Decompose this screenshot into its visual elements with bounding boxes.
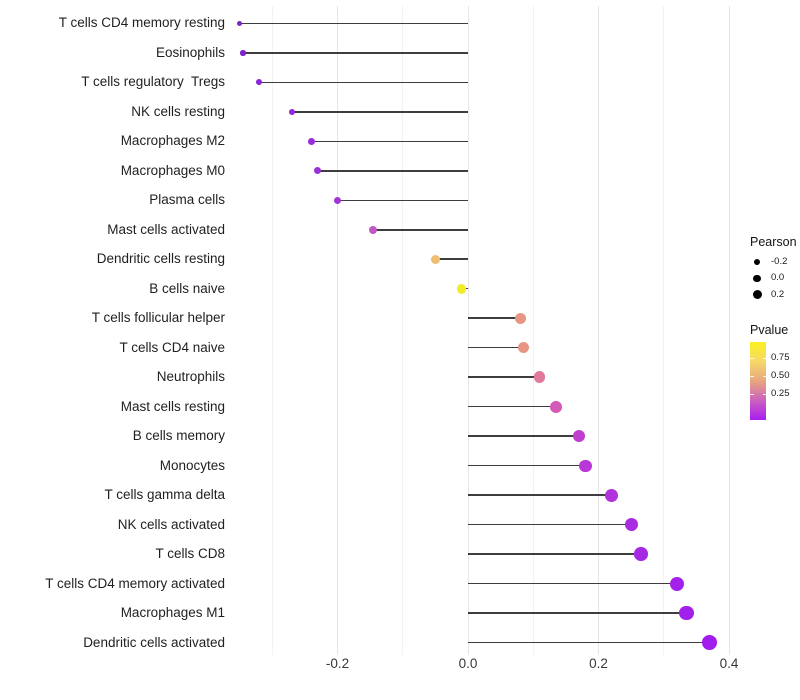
colorbar-tick (750, 358, 754, 360)
y-axis-label: B cells memory (132, 428, 225, 444)
data-point (240, 50, 246, 56)
data-point (605, 488, 618, 502)
x-axis-tick-label: 0.0 (458, 656, 478, 671)
data-point (333, 196, 342, 204)
data-point (256, 79, 263, 86)
lollipop-stem (468, 641, 710, 644)
data-point (550, 400, 562, 413)
colorbar-tick (762, 358, 766, 360)
data-point (307, 137, 315, 145)
gridline-minor (271, 6, 273, 655)
color-legend-title: Pvalue (750, 323, 789, 337)
y-axis-label: Macrophages M1 (120, 605, 225, 621)
gridline-minor (402, 6, 404, 655)
y-axis-label: B cells naive (149, 280, 225, 296)
size-legend-dot (754, 259, 760, 265)
size-legend-label: 0.0 (771, 272, 785, 284)
data-point (517, 342, 529, 354)
size-legend-label: 0.2 (771, 288, 785, 300)
data-point (514, 312, 526, 324)
pvalue-colorbar (750, 342, 766, 420)
colorbar-tick-label: 0.25 (771, 388, 790, 400)
lollipop-stem (468, 435, 579, 437)
y-axis-label: Macrophages M2 (120, 133, 225, 149)
gridline-major (728, 6, 730, 655)
gridline-minor (663, 6, 665, 655)
gridline-major (467, 6, 469, 655)
x-axis-tick-label: -0.2 (325, 656, 350, 671)
size-legend-title: Pearson (750, 235, 797, 249)
data-point (369, 225, 378, 234)
lollipop-stem (468, 464, 586, 467)
y-axis-label: Monocytes (159, 457, 225, 473)
lollipop-stem (239, 22, 468, 25)
y-axis-label: NK cells resting (131, 103, 225, 119)
lollipop-stem (317, 170, 468, 172)
x-axis-tick-label: 0.2 (589, 656, 608, 671)
gridline-minor (532, 6, 534, 655)
lollipop-stem (468, 582, 677, 585)
lollipop-stem (468, 494, 612, 496)
y-axis-label: T cells CD4 memory activated (45, 575, 225, 591)
data-point (702, 635, 717, 651)
data-point (430, 254, 441, 264)
lollipop-stem (468, 553, 641, 555)
data-point (669, 576, 684, 591)
size-legend-dot (752, 290, 762, 300)
data-point (288, 108, 296, 116)
data-point (534, 371, 546, 383)
y-axis-label: Mast cells activated (107, 221, 225, 237)
lollipop-stem (468, 317, 521, 319)
colorbar-tick (750, 376, 754, 378)
y-axis-label: Dendritic cells activated (83, 634, 225, 650)
colorbar-tick-label: 0.50 (771, 370, 790, 382)
colorbar-tick (762, 376, 766, 378)
lollipop-stem (435, 258, 468, 260)
y-axis-label: T cells follicular helper (91, 310, 225, 326)
y-axis-label: T cells CD4 naive (119, 339, 225, 355)
size-legend-dot (753, 274, 761, 283)
data-point (236, 20, 243, 26)
y-axis-label: Macrophages M0 (120, 162, 225, 178)
data-point (314, 167, 322, 175)
y-axis-label: Neutrophils (156, 369, 225, 385)
data-point (456, 283, 467, 294)
y-axis-label: T cells regulatory Tregs (81, 74, 225, 90)
colorbar-tick (750, 394, 754, 396)
data-point (679, 605, 694, 621)
data-point (572, 430, 586, 443)
y-axis-label: NK cells activated (117, 516, 225, 532)
gridline-major (337, 6, 338, 655)
y-axis-label: Mast cells resting (120, 398, 225, 414)
data-point (634, 547, 648, 561)
y-axis-label: Eosinophils (155, 44, 225, 60)
y-axis-label: Plasma cells (149, 192, 225, 208)
colorbar-tick (762, 394, 766, 396)
y-axis-label: T cells CD4 memory resting (58, 15, 225, 31)
data-point (624, 518, 638, 532)
lollipop-stem (242, 52, 468, 54)
lollipop-stem (259, 81, 468, 84)
lollipop-stem (311, 140, 468, 143)
y-axis-label: Dendritic cells resting (96, 251, 225, 267)
lollipop-stem (468, 612, 687, 614)
colorbar-tick-label: 0.75 (771, 352, 790, 364)
lollipop-stem (468, 376, 540, 378)
data-point (579, 459, 592, 472)
lollipop-stem (373, 229, 468, 231)
size-legend-label: -0.2 (771, 256, 788, 267)
lollipop-stem (468, 523, 632, 526)
x-axis-tick-label: 0.4 (719, 656, 739, 671)
lollipop-stem (468, 346, 524, 349)
y-axis-label: T cells CD8 (155, 546, 225, 562)
gridline-major (598, 6, 599, 655)
lollipop-stem (291, 111, 468, 113)
lollipop-stem (468, 405, 557, 408)
lollipop-stem (337, 199, 468, 201)
y-axis-label: T cells gamma delta (104, 487, 225, 503)
